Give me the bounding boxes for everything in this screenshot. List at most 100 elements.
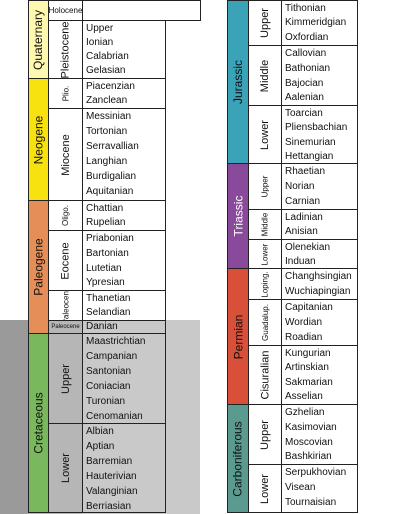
epoch-paleocene-lower: Paleocene <box>48 320 83 334</box>
stage-group-pleistocene: Upper Ionian Calabrian Gelasian <box>82 20 166 79</box>
stage-group-danian: Danian <box>82 320 166 334</box>
stage-group-miocene: Messinian Tortonian Serravallian Langhia… <box>82 108 166 201</box>
epoch-jurassic-upper: Upper <box>248 0 282 46</box>
epoch-jurassic-upper-label: Upper <box>259 8 271 38</box>
stage-group-jurassic-middle: Callovian Bathonian Bajocian Aalenian <box>281 45 358 106</box>
epoch-cisuralian: Cisuralian <box>248 345 282 405</box>
stage-sinemurian: Sinemurian <box>285 137 336 148</box>
stage-gelasian: Gelasian <box>86 65 126 76</box>
stage-olenekian: Olenekian <box>285 242 331 253</box>
epoch-eocene: Eocene <box>48 230 83 291</box>
stage-wuchiapingian: Wuchiapingian <box>285 286 351 297</box>
stage-induan: Induan <box>285 256 316 267</box>
stage-coniacian: Coniacian <box>86 381 131 392</box>
epoch-cretaceous-upper: Upper <box>48 333 83 424</box>
shade-light-band <box>82 320 200 514</box>
stage-danian: Danian <box>86 321 118 332</box>
stage-group-cretaceous-lower: Albian Aptian Barremian Hauterivian Vala… <box>82 423 166 513</box>
period-quaternary-label: Quaternary <box>31 9 46 70</box>
stage-ypresian: Ypresian <box>86 277 125 288</box>
stage-group-triassic-lower: Olenekian Induan <box>281 239 358 269</box>
stage-hauterivian: Hauterivian <box>86 471 137 482</box>
stage-group-lopingian: Changhsingian Wuchiapingian <box>281 268 358 300</box>
stage-chattian: Chattian <box>86 203 124 214</box>
stage-serravallian: Serravallian <box>86 141 139 152</box>
stage-group-carboniferous-upper: Gzhelian Kasimovian Moscovian Bashkirian <box>281 404 358 465</box>
stage-visean: Visean <box>285 482 316 493</box>
stage-group-cretaceous-upper: Maastrichtian Campanian Santonian Coniac… <box>82 333 166 424</box>
epoch-miocene-label: Miocene <box>59 133 72 176</box>
stage-campanian: Campanian <box>86 351 138 362</box>
stage-aptian: Aptian <box>86 441 115 452</box>
stage-piacenzian: Piacenzian <box>86 81 135 92</box>
stage-santonian: Santonian <box>86 366 132 377</box>
stage-ionian: Ionian <box>86 37 114 48</box>
epoch-eocene-label: Eocene <box>59 241 72 280</box>
stage-group-triassic-middle: Ladinian Anisian <box>281 209 358 240</box>
stage-zanclean: Zanclean <box>86 95 128 106</box>
stage-thanetian: Thanetian <box>86 293 131 304</box>
epoch-carboniferous-upper-label: Upper <box>259 419 271 450</box>
stage-changhsingian: Changhsingian <box>285 271 352 282</box>
epoch-lopingian-label: Loping. <box>260 270 270 298</box>
stage-bashkirian: Bashkirian <box>285 451 332 462</box>
stage-group-oligocene: Chattian Rupelian <box>82 200 166 231</box>
period-paleogene: Paleogene <box>28 200 49 334</box>
period-triassic-label: Triassic <box>231 195 246 237</box>
stage-tournaisian: Tournaisian <box>285 497 337 508</box>
period-quaternary: Quaternary <box>28 0 49 79</box>
stage-tithonian: Tithonian <box>285 3 326 14</box>
stage-holocene-box <box>82 0 201 21</box>
stage-berriasian: Berriasian <box>86 501 132 512</box>
epoch-guadalupian: Guadalup. <box>248 299 282 346</box>
period-cretaceous-label: Cretaceous <box>31 392 46 454</box>
stage-albian: Albian <box>86 426 114 437</box>
stage-rupelian: Rupelian <box>86 217 126 228</box>
period-permian: Permian <box>227 268 249 405</box>
epoch-jurassic-middle-label: Middle <box>259 59 271 92</box>
epoch-miocene: Miocene <box>48 108 83 201</box>
epoch-cretaceous-lower-label: Lower <box>59 453 72 483</box>
epoch-cretaceous-lower: Lower <box>48 423 83 513</box>
period-permian-label: Permian <box>231 314 245 359</box>
stage-group-carboniferous-lower: Serpukhovian Visean Tournaisian <box>281 464 358 513</box>
period-triassic: Triassic <box>227 163 249 269</box>
stage-calabrian: Calabrian <box>86 51 129 62</box>
stage-pliensbachian: Pliensbachian <box>285 122 348 133</box>
epoch-cisuralian-label: Cisuralian <box>259 350 272 400</box>
epoch-jurassic-lower: Lower <box>248 105 282 164</box>
stage-lutetian: Lutetian <box>86 263 122 274</box>
stage-carnian: Carnian <box>285 196 321 207</box>
stage-priabonian: Priabonian <box>86 233 134 244</box>
epoch-jurassic-lower-label: Lower <box>259 119 271 150</box>
stage-kimmeridgian: Kimmeridgian <box>285 17 347 28</box>
epoch-oligocene-label: Oligo. <box>61 205 70 226</box>
stage-messinian: Messinian <box>86 111 132 122</box>
stage-bajocian: Bajocian <box>285 78 324 89</box>
stage-selandian: Selandian <box>86 307 131 318</box>
period-cretaceous: Cretaceous <box>28 333 49 513</box>
stage-turonian: Turonian <box>86 396 126 407</box>
stage-kungurian: Kungurian <box>285 348 331 359</box>
stage-rhaetian: Rhaetian <box>285 166 326 177</box>
stage-asselian: Asselian <box>285 391 323 402</box>
stage-anisian: Anisian <box>285 226 318 237</box>
epoch-holocene-label: Holocene <box>48 6 83 15</box>
stage-norian: Norian <box>285 181 315 192</box>
stage-group-eocene: Priabonian Bartonian Lutetian Ypresian <box>82 230 166 291</box>
epoch-triassic-middle-label: Middle <box>260 212 270 237</box>
epoch-carboniferous-upper: Upper <box>248 404 282 465</box>
epoch-paleocene-upper: Paleocene <box>48 290 83 321</box>
stage-group-guadalupian: Capitanian Wordian Roadian <box>281 299 358 346</box>
period-jurassic-label: Jurassic <box>231 59 246 105</box>
stage-cenomanian: Cenomanian <box>86 411 143 422</box>
stage-group-paleocene: Thanetian Selandian <box>82 290 166 321</box>
epoch-triassic-upper-label: Upper <box>260 175 270 198</box>
stage-moscovian: Moscovian <box>285 437 333 448</box>
stage-bathonian: Bathonian <box>285 63 331 74</box>
stage-gzhelian: Gzhelian <box>285 407 325 418</box>
stage-artinskian: Artinskian <box>285 362 329 373</box>
epoch-carboniferous-lower: Lower <box>248 464 282 513</box>
stage-ladinian: Ladinian <box>285 212 323 223</box>
epoch-jurassic-middle: Middle <box>248 45 282 106</box>
